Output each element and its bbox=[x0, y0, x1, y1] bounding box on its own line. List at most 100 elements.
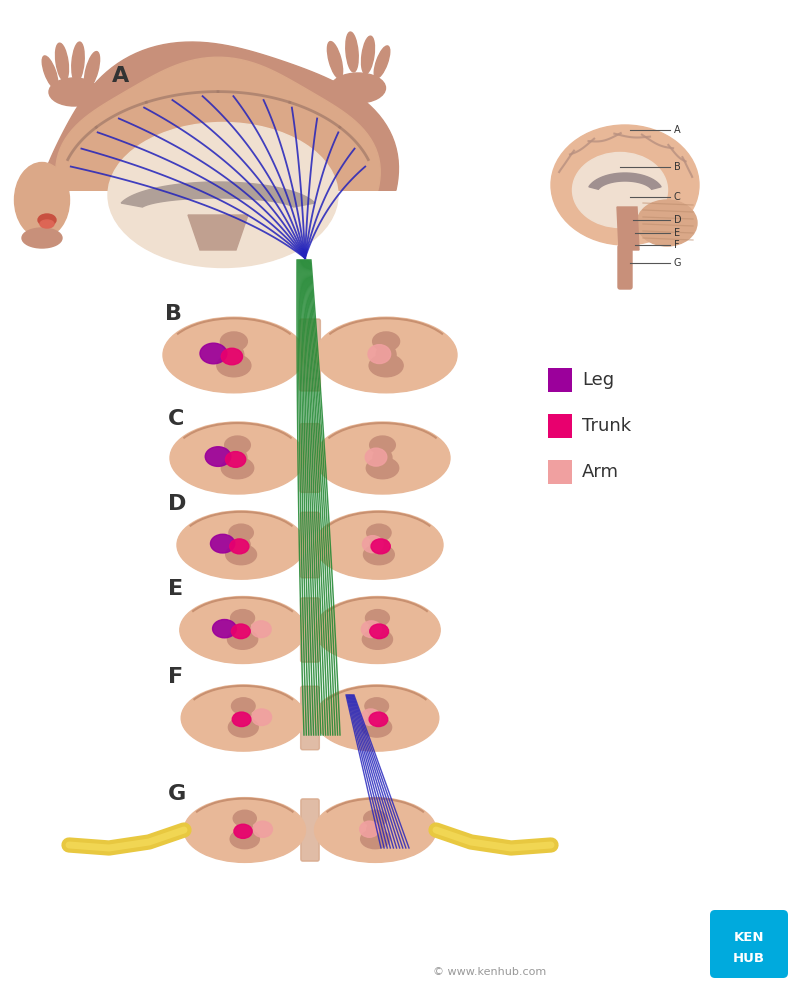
Ellipse shape bbox=[14, 162, 70, 237]
Ellipse shape bbox=[361, 709, 381, 725]
Ellipse shape bbox=[72, 42, 84, 82]
Ellipse shape bbox=[170, 422, 305, 494]
Ellipse shape bbox=[369, 620, 386, 639]
Text: G: G bbox=[674, 258, 682, 268]
Ellipse shape bbox=[362, 717, 392, 737]
Ellipse shape bbox=[210, 535, 235, 553]
Ellipse shape bbox=[373, 332, 399, 351]
Ellipse shape bbox=[374, 45, 390, 78]
Ellipse shape bbox=[371, 538, 390, 554]
Ellipse shape bbox=[362, 629, 393, 649]
Text: E: E bbox=[168, 579, 183, 599]
Ellipse shape bbox=[369, 712, 388, 726]
Text: C: C bbox=[674, 192, 681, 202]
Ellipse shape bbox=[234, 620, 251, 639]
FancyBboxPatch shape bbox=[301, 512, 319, 578]
Ellipse shape bbox=[366, 610, 390, 626]
Text: F: F bbox=[674, 240, 680, 250]
Ellipse shape bbox=[177, 511, 306, 579]
FancyBboxPatch shape bbox=[300, 319, 321, 391]
FancyBboxPatch shape bbox=[301, 687, 319, 750]
Ellipse shape bbox=[222, 457, 254, 479]
Ellipse shape bbox=[227, 629, 258, 649]
Polygon shape bbox=[589, 173, 661, 190]
Ellipse shape bbox=[229, 525, 254, 541]
Ellipse shape bbox=[217, 355, 251, 376]
Ellipse shape bbox=[551, 125, 699, 245]
Ellipse shape bbox=[315, 317, 457, 393]
FancyBboxPatch shape bbox=[548, 414, 572, 438]
Polygon shape bbox=[40, 42, 398, 190]
Ellipse shape bbox=[637, 200, 697, 246]
Ellipse shape bbox=[314, 511, 443, 579]
Ellipse shape bbox=[231, 624, 250, 638]
Ellipse shape bbox=[327, 41, 342, 78]
Ellipse shape bbox=[22, 228, 62, 248]
Ellipse shape bbox=[365, 698, 389, 714]
Ellipse shape bbox=[180, 597, 306, 664]
Ellipse shape bbox=[40, 220, 54, 228]
Ellipse shape bbox=[314, 597, 440, 664]
Ellipse shape bbox=[368, 345, 390, 364]
Polygon shape bbox=[188, 215, 248, 250]
Ellipse shape bbox=[364, 810, 386, 826]
Ellipse shape bbox=[222, 348, 242, 365]
Ellipse shape bbox=[362, 37, 374, 74]
Ellipse shape bbox=[230, 538, 249, 554]
Ellipse shape bbox=[163, 317, 305, 393]
Ellipse shape bbox=[49, 78, 99, 106]
Ellipse shape bbox=[369, 355, 403, 376]
Ellipse shape bbox=[370, 624, 389, 638]
Ellipse shape bbox=[236, 821, 254, 839]
Ellipse shape bbox=[230, 610, 254, 626]
Ellipse shape bbox=[206, 447, 231, 466]
Ellipse shape bbox=[360, 821, 379, 837]
Ellipse shape bbox=[213, 619, 237, 638]
Polygon shape bbox=[617, 207, 639, 250]
Ellipse shape bbox=[182, 685, 306, 751]
Ellipse shape bbox=[253, 821, 273, 837]
Ellipse shape bbox=[361, 830, 390, 849]
Text: B: B bbox=[674, 162, 681, 172]
Ellipse shape bbox=[224, 345, 244, 366]
Ellipse shape bbox=[231, 698, 255, 714]
Ellipse shape bbox=[38, 214, 56, 226]
Ellipse shape bbox=[84, 51, 100, 88]
Ellipse shape bbox=[108, 123, 338, 268]
Text: D: D bbox=[674, 215, 682, 225]
Text: KEN: KEN bbox=[734, 931, 764, 944]
FancyBboxPatch shape bbox=[301, 598, 319, 662]
Ellipse shape bbox=[362, 620, 382, 637]
Ellipse shape bbox=[234, 708, 252, 727]
Ellipse shape bbox=[234, 810, 256, 826]
Ellipse shape bbox=[363, 544, 394, 565]
Ellipse shape bbox=[330, 73, 386, 103]
Text: C: C bbox=[168, 409, 184, 429]
Ellipse shape bbox=[251, 620, 271, 637]
Ellipse shape bbox=[315, 422, 450, 494]
FancyBboxPatch shape bbox=[300, 424, 320, 492]
Text: A: A bbox=[674, 125, 681, 135]
Ellipse shape bbox=[226, 544, 257, 565]
Ellipse shape bbox=[366, 525, 391, 541]
Ellipse shape bbox=[366, 449, 387, 466]
Text: D: D bbox=[168, 494, 186, 514]
Ellipse shape bbox=[225, 436, 250, 454]
Text: HUB: HUB bbox=[733, 951, 765, 964]
FancyBboxPatch shape bbox=[301, 799, 319, 862]
Text: Trunk: Trunk bbox=[582, 417, 631, 435]
Ellipse shape bbox=[314, 797, 436, 863]
Ellipse shape bbox=[370, 535, 388, 554]
Text: B: B bbox=[165, 304, 182, 324]
Ellipse shape bbox=[226, 452, 246, 467]
Ellipse shape bbox=[368, 708, 386, 727]
Text: G: G bbox=[168, 784, 186, 804]
FancyBboxPatch shape bbox=[618, 245, 632, 289]
Ellipse shape bbox=[373, 448, 392, 468]
Polygon shape bbox=[56, 57, 380, 190]
FancyBboxPatch shape bbox=[548, 460, 572, 484]
Ellipse shape bbox=[221, 332, 247, 351]
Text: Leg: Leg bbox=[582, 371, 614, 389]
Ellipse shape bbox=[200, 343, 227, 364]
FancyBboxPatch shape bbox=[710, 910, 788, 978]
